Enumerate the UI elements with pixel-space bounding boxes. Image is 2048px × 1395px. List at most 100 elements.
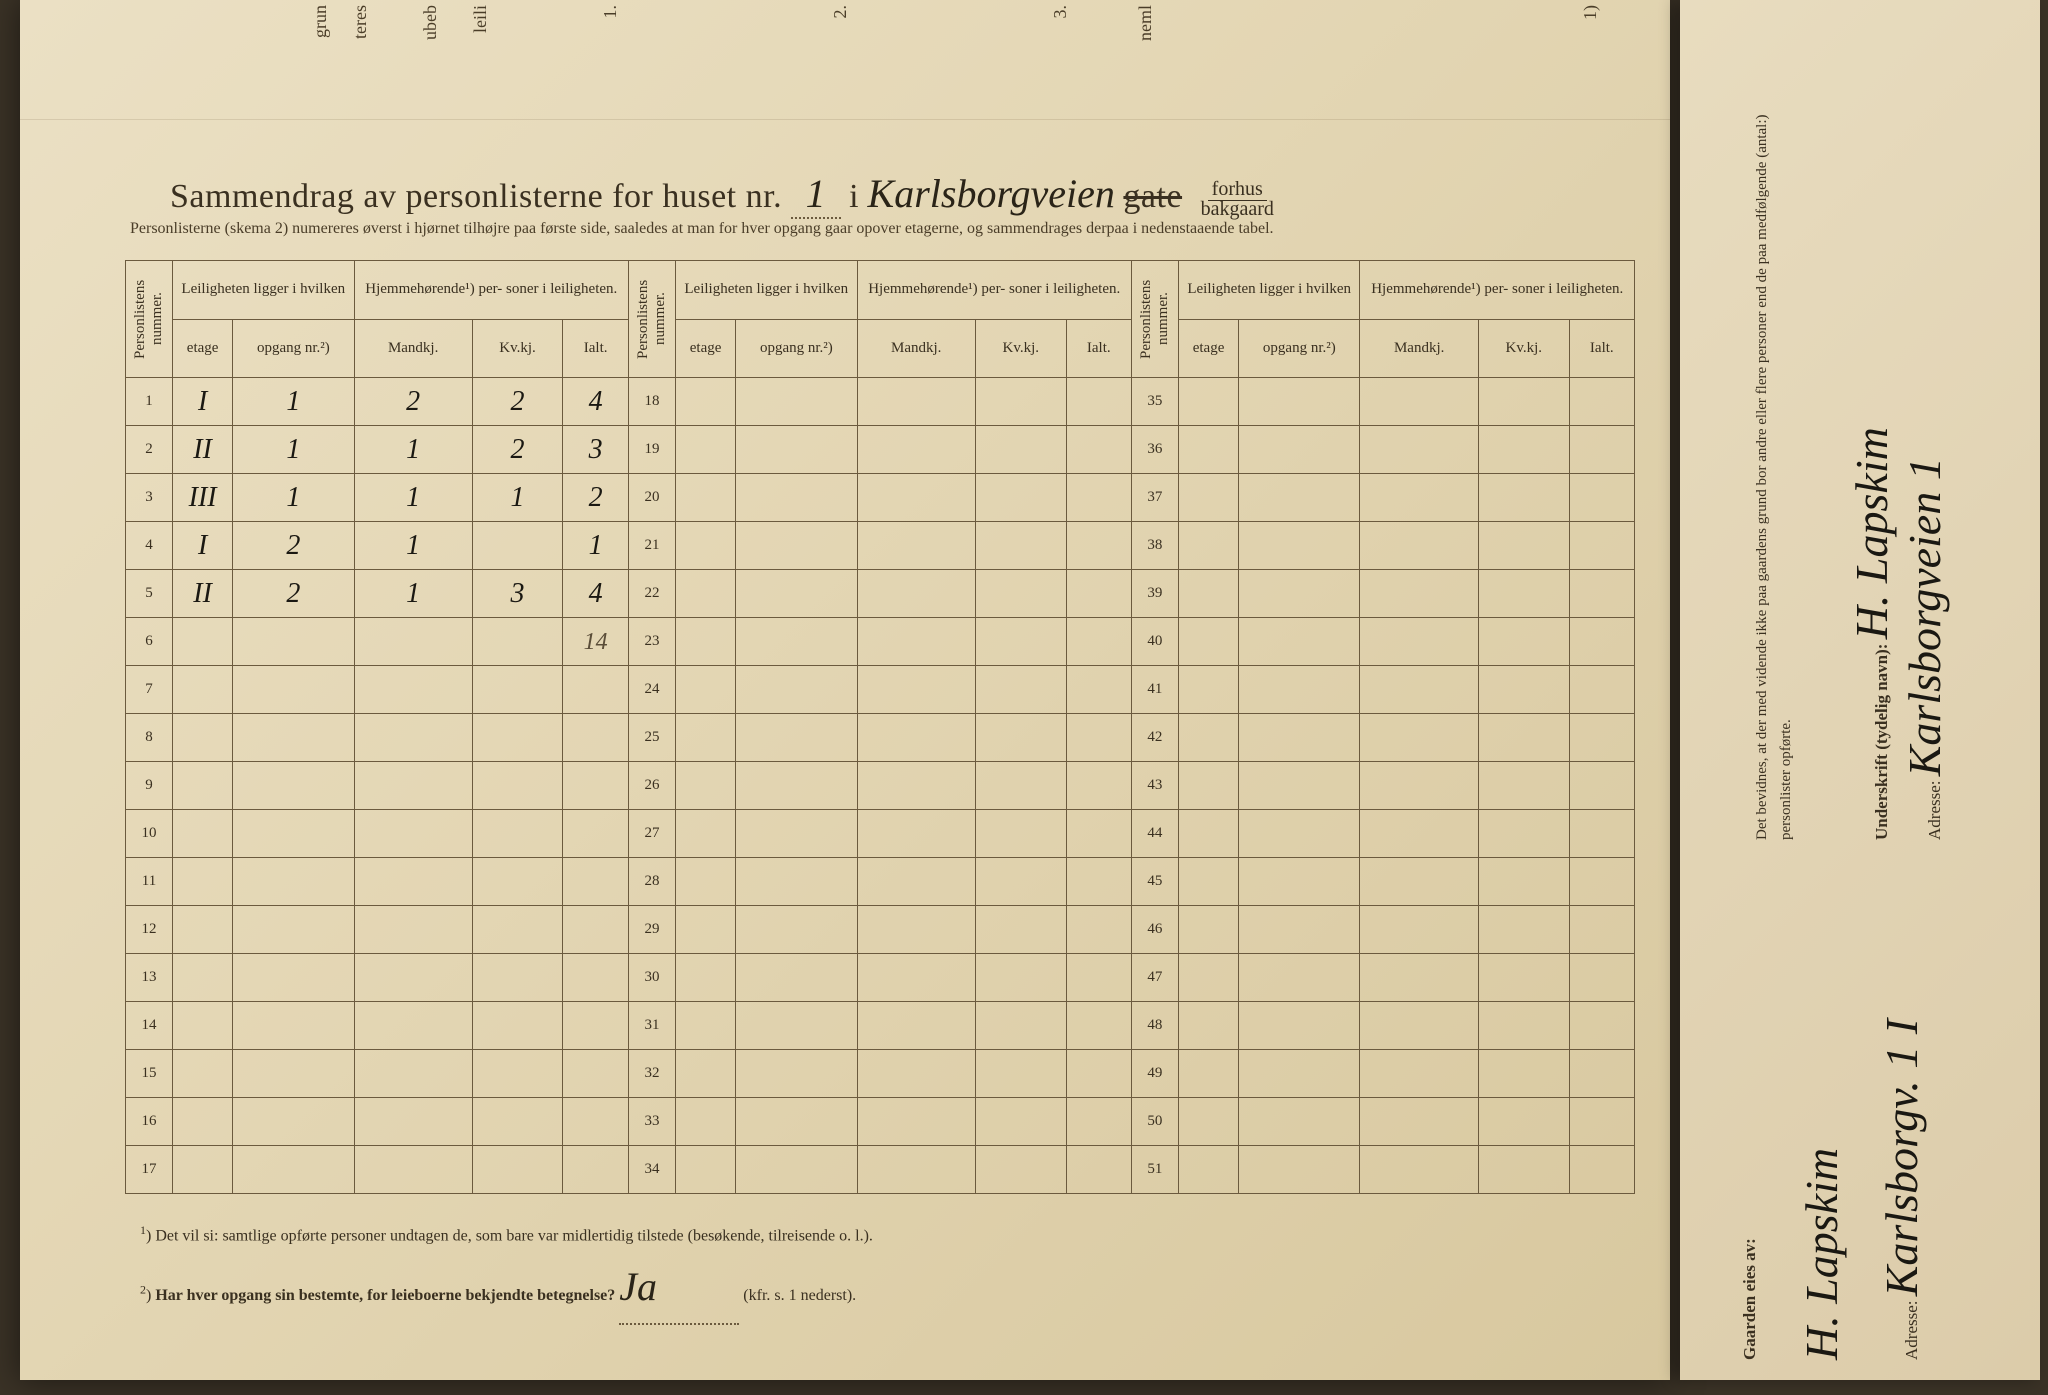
table-row: 153249	[126, 1050, 1635, 1098]
handwritten-value: 1	[511, 482, 525, 513]
table-cell	[233, 714, 354, 762]
table-cell	[975, 858, 1066, 906]
table-cell	[472, 1146, 563, 1194]
table-cell: 25	[628, 714, 675, 762]
table-cell	[675, 810, 735, 858]
table-cell: 36	[1131, 426, 1178, 474]
table-cell	[173, 714, 233, 762]
form-title: Sammendrag av personlisterne for huset n…	[170, 170, 1610, 219]
handwritten-value: I	[198, 530, 207, 561]
table-cell	[857, 474, 975, 522]
table-cell	[975, 1146, 1066, 1194]
table-cell	[1066, 1002, 1131, 1050]
table-cell	[1239, 906, 1360, 954]
table-cell: II	[173, 426, 233, 474]
table-cell	[354, 618, 472, 666]
table-cell	[736, 666, 857, 714]
table-cell	[354, 666, 472, 714]
table-cell	[1239, 1050, 1360, 1098]
table-cell: 21	[628, 522, 675, 570]
table-cell: 42	[1131, 714, 1178, 762]
table-cell	[1569, 426, 1634, 474]
table-cell	[675, 762, 735, 810]
table-cell	[1478, 1002, 1569, 1050]
table-row: 173451	[126, 1146, 1635, 1194]
table-cell	[233, 1002, 354, 1050]
table-cell	[975, 714, 1066, 762]
hdr-ialt-1: Ialt.	[563, 319, 629, 378]
table-cell	[1239, 474, 1360, 522]
table-cell	[1478, 378, 1569, 426]
table-cell: 2	[233, 570, 354, 618]
table-cell	[173, 1098, 233, 1146]
table-cell	[736, 810, 857, 858]
table-cell: 4	[563, 570, 629, 618]
hdr-mand-1: Mandkj.	[354, 319, 472, 378]
hdr-leilighet-2: Leiligheten ligger i hvilken	[675, 261, 857, 320]
table-cell	[857, 570, 975, 618]
table-cell	[1066, 1098, 1131, 1146]
table-cell	[857, 714, 975, 762]
forhus-bakgaard: forhus bakgaard	[1201, 179, 1274, 219]
hdr-opgang-1: opgang nr.²)	[233, 319, 354, 378]
table-cell: III	[173, 474, 233, 522]
table-cell	[1066, 906, 1131, 954]
table-cell	[563, 1002, 629, 1050]
table-cell	[173, 906, 233, 954]
top-cutoff-label: 1.	[600, 5, 621, 19]
table-cell	[857, 810, 975, 858]
table-cell: 19	[628, 426, 675, 474]
table-cell	[1239, 762, 1360, 810]
table-cell	[1569, 666, 1634, 714]
handwritten-value: 1	[286, 482, 300, 513]
table-cell	[857, 1146, 975, 1194]
table-cell: 1	[354, 426, 472, 474]
table-cell	[975, 618, 1066, 666]
table-cell: 34	[628, 1146, 675, 1194]
table-cell	[736, 618, 857, 666]
table-cell	[857, 378, 975, 426]
table-cell	[1178, 906, 1238, 954]
handwritten-value: 2	[286, 530, 300, 561]
table-cell	[563, 1146, 629, 1194]
table-cell	[233, 1098, 354, 1146]
table-cell	[563, 1098, 629, 1146]
table-cell	[563, 954, 629, 1002]
table-cell: 1	[233, 474, 354, 522]
table-cell	[472, 666, 563, 714]
table-cell	[736, 426, 857, 474]
table-cell	[1569, 714, 1634, 762]
table-cell	[736, 1002, 857, 1050]
table-cell: 40	[1131, 618, 1178, 666]
table-cell: 41	[1131, 666, 1178, 714]
table-cell	[1178, 1002, 1238, 1050]
table-cell	[1360, 378, 1478, 426]
footnote-2-answer: Ja	[619, 1251, 739, 1325]
handwritten-value: 3	[589, 434, 603, 465]
table-cell	[736, 378, 857, 426]
table-cell	[1066, 426, 1131, 474]
table-cell: 48	[1131, 1002, 1178, 1050]
table-cell	[975, 906, 1066, 954]
table-row: 112845	[126, 858, 1635, 906]
hdr-ialt-2: Ialt.	[1066, 319, 1131, 378]
hdr-hjemme-3: Hjemmehørende¹) per- soner i leiligheten…	[1360, 261, 1635, 320]
table-cell	[857, 1098, 975, 1146]
table-cell	[1360, 1050, 1478, 1098]
table-row: 5II21342239	[126, 570, 1635, 618]
hdr-opgang-2: opgang nr.²)	[736, 319, 857, 378]
handwritten-value: 1	[406, 530, 420, 561]
table-cell	[563, 810, 629, 858]
table-cell: 23	[628, 618, 675, 666]
table-cell	[1360, 666, 1478, 714]
table-cell	[173, 618, 233, 666]
handwritten-value: 1	[589, 530, 603, 561]
table-cell: 47	[1131, 954, 1178, 1002]
table-cell	[1360, 426, 1478, 474]
table-cell	[472, 858, 563, 906]
table-cell	[1569, 1002, 1634, 1050]
table-cell: 16	[126, 1098, 173, 1146]
house-number: 1	[791, 170, 841, 219]
table-cell	[857, 1050, 975, 1098]
table-cell	[354, 954, 472, 1002]
